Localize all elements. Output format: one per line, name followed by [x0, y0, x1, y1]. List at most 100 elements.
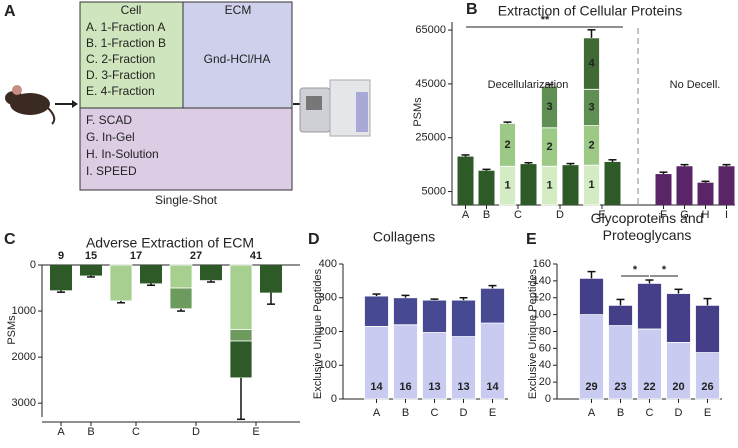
- bar: [562, 165, 579, 205]
- y-tick-label: 80: [539, 325, 551, 337]
- x-tick-label: D: [460, 407, 468, 419]
- x-tick-label: C: [132, 426, 140, 438]
- y-axis-label: Exclusive Unique Peptides: [527, 268, 539, 399]
- bar-segment: [608, 325, 633, 400]
- bar-segment: [480, 322, 505, 400]
- segment-label: 3: [546, 101, 552, 113]
- bar-segment: [451, 299, 476, 337]
- y-tick-label: 65000: [415, 24, 446, 36]
- y-tick-label: 400: [319, 258, 337, 270]
- y-tick-label: 100: [319, 359, 337, 371]
- count-label: 29: [585, 381, 597, 393]
- x-tick-label: D: [675, 407, 683, 419]
- x-tick-label: I: [725, 209, 728, 221]
- count-label: 15: [85, 250, 97, 262]
- bar-segment: [608, 304, 633, 326]
- y-tick-label: 5000: [422, 185, 446, 197]
- panel-label: B: [466, 1, 478, 18]
- count-label: 13: [428, 381, 440, 393]
- x-tick-label: A: [588, 407, 596, 419]
- y-tick-label: 45000: [415, 78, 446, 90]
- y-tick-label: 25000: [415, 132, 446, 144]
- mouse-icon: [5, 85, 56, 125]
- annotation: *: [662, 264, 667, 276]
- y-tick-label: 140: [533, 275, 551, 287]
- count-label: 41: [250, 250, 262, 262]
- x-tick-label: C: [514, 209, 522, 221]
- bar-segment: [229, 340, 253, 379]
- segment-label: 1: [588, 179, 594, 191]
- count-label: 17: [130, 250, 142, 262]
- x-tick-label: A: [57, 426, 65, 438]
- mass-spec-icon: [299, 79, 371, 137]
- segment-label: 1: [504, 180, 510, 192]
- x-tick-label: D: [192, 426, 200, 438]
- panel-label: E: [526, 231, 537, 248]
- bar-segment: [637, 283, 662, 330]
- method: A. 1-Fraction A: [86, 20, 165, 34]
- method: H. In-Solution: [86, 147, 159, 161]
- bar-segment: [637, 328, 662, 400]
- bar-segment: [695, 352, 720, 400]
- bar-segment: [422, 299, 447, 333]
- y-tick-label: 1000: [12, 305, 36, 317]
- x-tick-label: H: [702, 209, 710, 221]
- x-tick-label: E: [489, 407, 496, 419]
- y-tick-label: 2000: [12, 351, 36, 363]
- bar: [697, 182, 714, 205]
- count-label: 27: [190, 250, 202, 262]
- count-label: 9: [58, 250, 64, 262]
- x-tick-label: D: [556, 209, 564, 221]
- count-label: 26: [701, 381, 713, 393]
- chart-title: Adverse Extraction of ECM: [86, 235, 254, 251]
- bar-segment: [229, 329, 253, 342]
- header: ECM: [225, 3, 252, 17]
- y-tick-label: 40: [539, 359, 551, 371]
- bar-segment: [695, 304, 720, 353]
- method: C. 2-Fraction: [86, 52, 155, 66]
- panel-label: D: [308, 231, 320, 248]
- segment-label: 1: [546, 180, 552, 192]
- method: G. In-Gel: [86, 130, 135, 144]
- segment-label: 2: [546, 141, 552, 153]
- x-tick-label: B: [617, 407, 624, 419]
- panel-label: C: [4, 231, 16, 248]
- method: E. 4-Fraction: [86, 84, 155, 98]
- y-axis-label: Exclusive Unique Peptides: [312, 268, 324, 399]
- count-label: 20: [672, 381, 684, 393]
- x-tick-label: B: [402, 407, 409, 419]
- y-tick-label: 100: [533, 309, 551, 321]
- method: D. 3-Fraction: [86, 68, 155, 82]
- segment-label: 2: [504, 139, 510, 151]
- x-tick-label: C: [431, 407, 439, 419]
- count-label: 23: [614, 381, 626, 393]
- arrow-head: [72, 100, 78, 108]
- bar: [457, 156, 474, 205]
- x-tick-label: A: [462, 209, 470, 221]
- bar-segment: [229, 264, 253, 330]
- y-tick-label: 0: [30, 259, 36, 271]
- y-tick-label: 300: [319, 292, 337, 304]
- y-tick-label: 60: [539, 342, 551, 354]
- single-shot-box: [79, 107, 293, 191]
- bar-segment: [579, 277, 604, 316]
- bar-segment: [480, 287, 505, 324]
- annotation: Decellularization: [488, 79, 569, 91]
- chart-title: Glycoproteins and Proteoglycans: [590, 210, 704, 243]
- annotation: **: [541, 14, 550, 26]
- bar: [50, 265, 72, 291]
- bar-segment: [364, 295, 389, 327]
- count-label: 22: [643, 381, 655, 393]
- segment-label: 2: [588, 139, 594, 151]
- bar-segment: [393, 297, 418, 326]
- x-tick-label: G: [680, 209, 689, 221]
- x-tick-label: E: [598, 209, 605, 221]
- method: B. 1-Fraction B: [86, 36, 166, 50]
- method: F. SCAD: [86, 113, 132, 127]
- bar-segment: [169, 264, 193, 289]
- bar: [520, 164, 537, 205]
- count-label: 13: [457, 381, 469, 393]
- chart-title: Collagens: [373, 229, 435, 245]
- y-axis-label: PSMs: [412, 97, 424, 127]
